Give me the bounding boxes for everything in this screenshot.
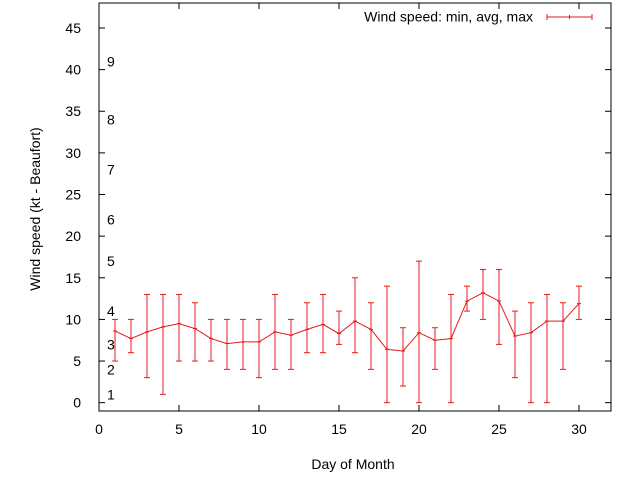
beaufort-label: 4	[107, 303, 115, 319]
x-tick-label: 30	[571, 421, 587, 437]
beaufort-label: 5	[107, 253, 115, 269]
beaufort-label: 9	[107, 53, 115, 69]
beaufort-label: 8	[107, 112, 115, 128]
legend-label: Wind speed: min, avg, max	[364, 9, 533, 25]
x-tick-label: 15	[331, 421, 347, 437]
y-tick-label: 35	[65, 103, 81, 119]
y-tick-label: 10	[65, 311, 81, 327]
x-tick-label: 10	[251, 421, 267, 437]
beaufort-label: 6	[107, 211, 115, 227]
y-tick-label: 45	[65, 20, 81, 36]
beaufort-label: 7	[107, 162, 115, 178]
y-tick-label: 20	[65, 228, 81, 244]
beaufort-label: 2	[107, 361, 115, 377]
plot-frame	[98, 2, 612, 412]
x-tick-label: 0	[95, 421, 103, 437]
plot-border	[98, 2, 612, 412]
x-axis: 0 5 10 15 20 25 30	[95, 3, 587, 437]
y-axis-label: Wind speed (kt - Beaufort)	[27, 127, 43, 290]
x-tick-label: 20	[411, 421, 427, 437]
x-tick-label: 25	[491, 421, 507, 437]
beaufort-label: 3	[107, 336, 115, 352]
y-tick-label: 30	[65, 145, 81, 161]
legend: Wind speed: min, avg, max	[364, 9, 593, 25]
y-tick-label: 5	[73, 353, 81, 369]
y-tick-label: 0	[73, 395, 81, 411]
series-layer	[112, 260, 582, 404]
x-tick-label: 5	[175, 421, 183, 437]
y-tick-label: 25	[65, 187, 81, 203]
avg-line	[114, 292, 580, 352]
beaufort-label: 1	[107, 386, 115, 402]
y-tick-label: 15	[65, 270, 81, 286]
beaufort-scale: 1 2 3 4 5 6 7 8 9	[107, 53, 115, 402]
x-axis-label: Day of Month	[311, 456, 394, 472]
y-tick-label: 40	[65, 62, 81, 78]
